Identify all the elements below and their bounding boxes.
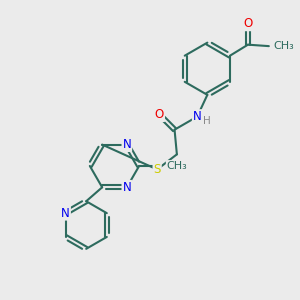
Text: N: N <box>61 207 70 220</box>
Text: O: O <box>155 108 164 121</box>
Text: S: S <box>154 163 161 176</box>
Text: H: H <box>203 116 211 126</box>
Text: N: N <box>193 110 202 123</box>
Text: CH₃: CH₃ <box>167 161 188 171</box>
Text: N: N <box>122 181 131 194</box>
Text: O: O <box>243 17 253 30</box>
Text: CH₃: CH₃ <box>273 41 294 51</box>
Text: N: N <box>122 138 131 151</box>
